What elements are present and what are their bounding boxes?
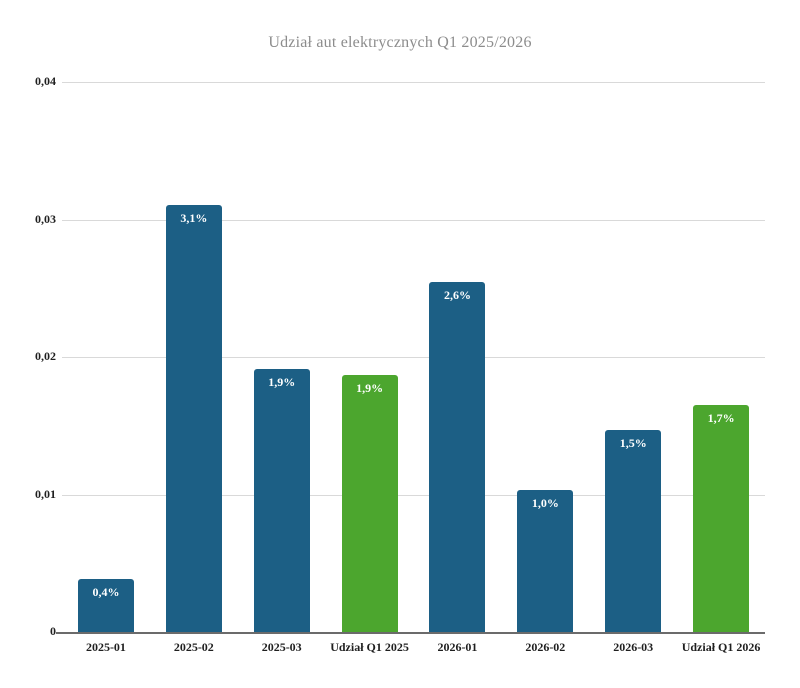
bar-slot: 1,5% 2026-03 (589, 83, 677, 654)
y-tick-label: 0 (50, 624, 56, 638)
y-tick-label: 0,01 (35, 486, 56, 501)
y-tick-label: 0,02 (35, 349, 56, 363)
bar-series: 0,4% 2025-01 3,1% 2025-02 1,9% 2025-03 1,9% Udz… (62, 83, 765, 654)
bar-data-label: 3,1% (180, 211, 208, 226)
x-tick-label: 2026-01 (437, 640, 478, 654)
bar-data-label: 0,4% (92, 585, 120, 600)
bar-2025-03: 1,9% (253, 369, 310, 633)
bar-Udział Q1 2025: 1,9% (341, 374, 398, 633)
plot-area: 0 0,01 0,02 0,03 0,04 0,4% 2025-01 3,1% 2025-02… (35, 74, 765, 654)
bar-slot: 1,7% Udział Q1 2026 (677, 83, 765, 654)
x-tick-label: 2025-01 (85, 640, 126, 654)
bar-slot: 1,0% 2026-02 (501, 83, 589, 654)
x-tick-label: 2025-03 (261, 640, 302, 654)
x-tick-label: Udział Q1 2025 (330, 640, 409, 654)
gridline (62, 219, 765, 221)
bar-data-label: 1,0% (531, 496, 559, 510)
bar-slot: 3,1% 2025-02 (150, 83, 238, 654)
bar-data-label: 1,7% (707, 410, 735, 425)
x-tick-label: 2026-03 (613, 640, 654, 654)
bar-data-label: 1,9% (356, 380, 384, 395)
gridline (62, 494, 765, 496)
gridline (62, 357, 765, 358)
y-tick-label: 0,04 (35, 74, 56, 88)
x-tick-label: 2025-02 (173, 640, 214, 654)
bar-data-label: 1,5% (619, 435, 647, 450)
bar-slot: 2,6% 2026-01 (414, 83, 502, 654)
bar-2025-01: 0,4% (77, 579, 134, 633)
bar-Udział Q1 2026: 1,7% (693, 404, 750, 633)
bar-slot: 0,4% 2025-01 (62, 83, 150, 654)
x-tick-label: Udział Q1 2026 (681, 640, 761, 654)
gridline (62, 82, 765, 83)
chart-title: Udział aut elektrycznych Q1 2025/2026 (268, 34, 532, 51)
bar-2026-03: 1,5% (605, 429, 662, 633)
bar-2025-02: 3,1% (165, 205, 222, 633)
bar-2026-02: 1,0% (517, 490, 574, 633)
bar-slot: 1,9% Udział Q1 2025 (326, 83, 414, 654)
x-tick-label: 2026-02 (525, 640, 566, 654)
bar-data-label: 2,6% (443, 288, 471, 303)
bar-slot: 1,9% 2025-03 (238, 83, 326, 654)
bar-2026-01: 2,6% (429, 282, 486, 633)
y-tick-label: 0,03 (35, 211, 56, 226)
x-axis-line (56, 632, 765, 634)
bar-data-label: 1,9% (268, 375, 296, 389)
